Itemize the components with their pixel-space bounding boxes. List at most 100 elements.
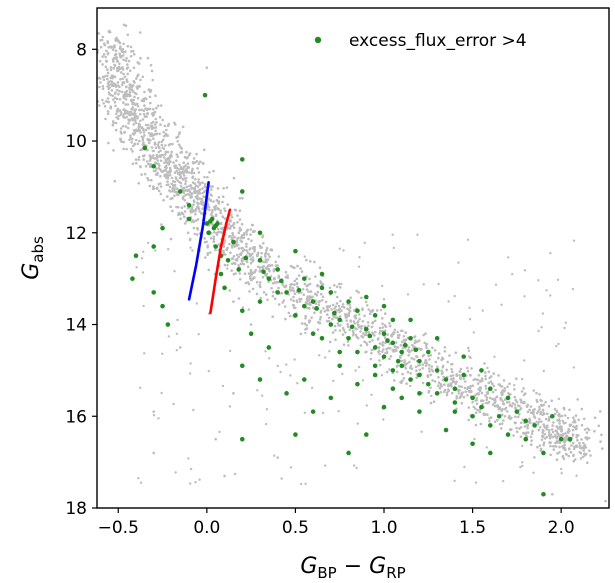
background-point bbox=[187, 457, 190, 460]
background-point bbox=[123, 75, 127, 79]
data-point bbox=[310, 299, 316, 304]
background-point bbox=[178, 131, 181, 134]
background-point bbox=[235, 259, 239, 262]
background-point bbox=[572, 416, 575, 420]
background-point bbox=[314, 275, 317, 278]
background-point bbox=[581, 455, 585, 459]
background-point bbox=[454, 351, 458, 355]
data-point bbox=[130, 276, 135, 281]
background-point bbox=[383, 329, 387, 333]
background-point bbox=[116, 40, 120, 43]
background-point bbox=[176, 179, 179, 182]
background-point bbox=[175, 349, 178, 352]
background-point bbox=[141, 138, 145, 142]
background-point bbox=[395, 365, 398, 368]
background-point bbox=[420, 430, 423, 433]
background-point bbox=[109, 68, 113, 72]
background-point bbox=[154, 169, 157, 173]
background-point bbox=[578, 450, 582, 454]
background-point bbox=[466, 385, 470, 389]
background-point bbox=[410, 357, 414, 360]
background-point bbox=[475, 396, 479, 400]
background-point bbox=[143, 115, 147, 118]
background-point bbox=[490, 375, 493, 378]
data-point bbox=[479, 404, 484, 410]
background-point bbox=[137, 84, 141, 88]
background-point bbox=[150, 146, 154, 149]
background-point bbox=[431, 346, 434, 350]
background-point bbox=[421, 381, 425, 385]
background-point bbox=[551, 435, 555, 439]
background-point bbox=[568, 447, 571, 450]
background-point bbox=[351, 334, 355, 337]
background-point bbox=[381, 322, 384, 326]
background-point bbox=[232, 392, 235, 395]
background-point bbox=[139, 78, 142, 82]
background-point bbox=[365, 333, 368, 337]
background-point bbox=[197, 178, 200, 181]
background-point bbox=[238, 226, 242, 230]
background-point bbox=[531, 429, 534, 433]
background-point bbox=[163, 156, 166, 159]
legend-marker bbox=[314, 36, 322, 44]
background-point bbox=[201, 191, 205, 195]
background-point bbox=[266, 298, 269, 302]
background-point bbox=[410, 367, 414, 371]
background-point bbox=[413, 335, 417, 338]
background-point bbox=[189, 184, 193, 187]
background-point bbox=[318, 300, 322, 303]
background-point bbox=[474, 423, 478, 427]
background-point bbox=[576, 398, 579, 401]
background-point bbox=[129, 83, 133, 87]
background-point bbox=[114, 39, 117, 42]
background-point bbox=[142, 98, 145, 101]
background-point bbox=[503, 407, 507, 411]
background-point bbox=[237, 255, 240, 259]
data-point bbox=[239, 189, 245, 194]
data-point bbox=[293, 432, 298, 437]
background-point bbox=[169, 237, 173, 241]
background-point bbox=[533, 456, 536, 459]
background-point bbox=[328, 286, 332, 290]
background-point bbox=[130, 141, 133, 144]
background-point bbox=[168, 156, 172, 159]
background-point bbox=[231, 231, 234, 235]
background-point bbox=[248, 254, 251, 258]
background-point bbox=[238, 278, 242, 281]
background-point bbox=[118, 62, 121, 66]
background-point bbox=[129, 113, 132, 117]
background-point bbox=[565, 453, 568, 456]
background-point bbox=[211, 185, 214, 188]
background-point bbox=[231, 233, 235, 237]
background-point bbox=[209, 251, 212, 254]
background-point bbox=[449, 383, 453, 387]
background-point bbox=[126, 126, 130, 130]
background-point bbox=[556, 278, 560, 281]
background-point bbox=[357, 313, 361, 316]
background-point bbox=[561, 419, 565, 423]
background-point bbox=[126, 103, 130, 106]
background-point bbox=[170, 150, 173, 154]
background-point bbox=[146, 112, 150, 115]
background-point bbox=[309, 260, 312, 263]
background-point bbox=[292, 299, 295, 303]
background-point bbox=[523, 359, 526, 362]
background-point bbox=[101, 84, 105, 88]
background-point bbox=[364, 300, 368, 304]
background-point bbox=[554, 429, 557, 433]
data-point bbox=[151, 163, 156, 169]
background-point bbox=[149, 63, 153, 67]
background-point bbox=[562, 407, 566, 411]
background-point bbox=[197, 180, 200, 184]
background-point bbox=[265, 265, 269, 269]
background-point bbox=[502, 479, 505, 483]
background-point bbox=[111, 94, 115, 98]
background-point bbox=[198, 197, 202, 200]
background-point bbox=[314, 302, 318, 305]
series-line bbox=[209, 208, 232, 315]
background-point bbox=[487, 370, 491, 374]
background-point bbox=[218, 430, 221, 434]
background-point bbox=[505, 410, 509, 413]
background-point bbox=[555, 344, 558, 348]
background-point bbox=[190, 196, 193, 199]
